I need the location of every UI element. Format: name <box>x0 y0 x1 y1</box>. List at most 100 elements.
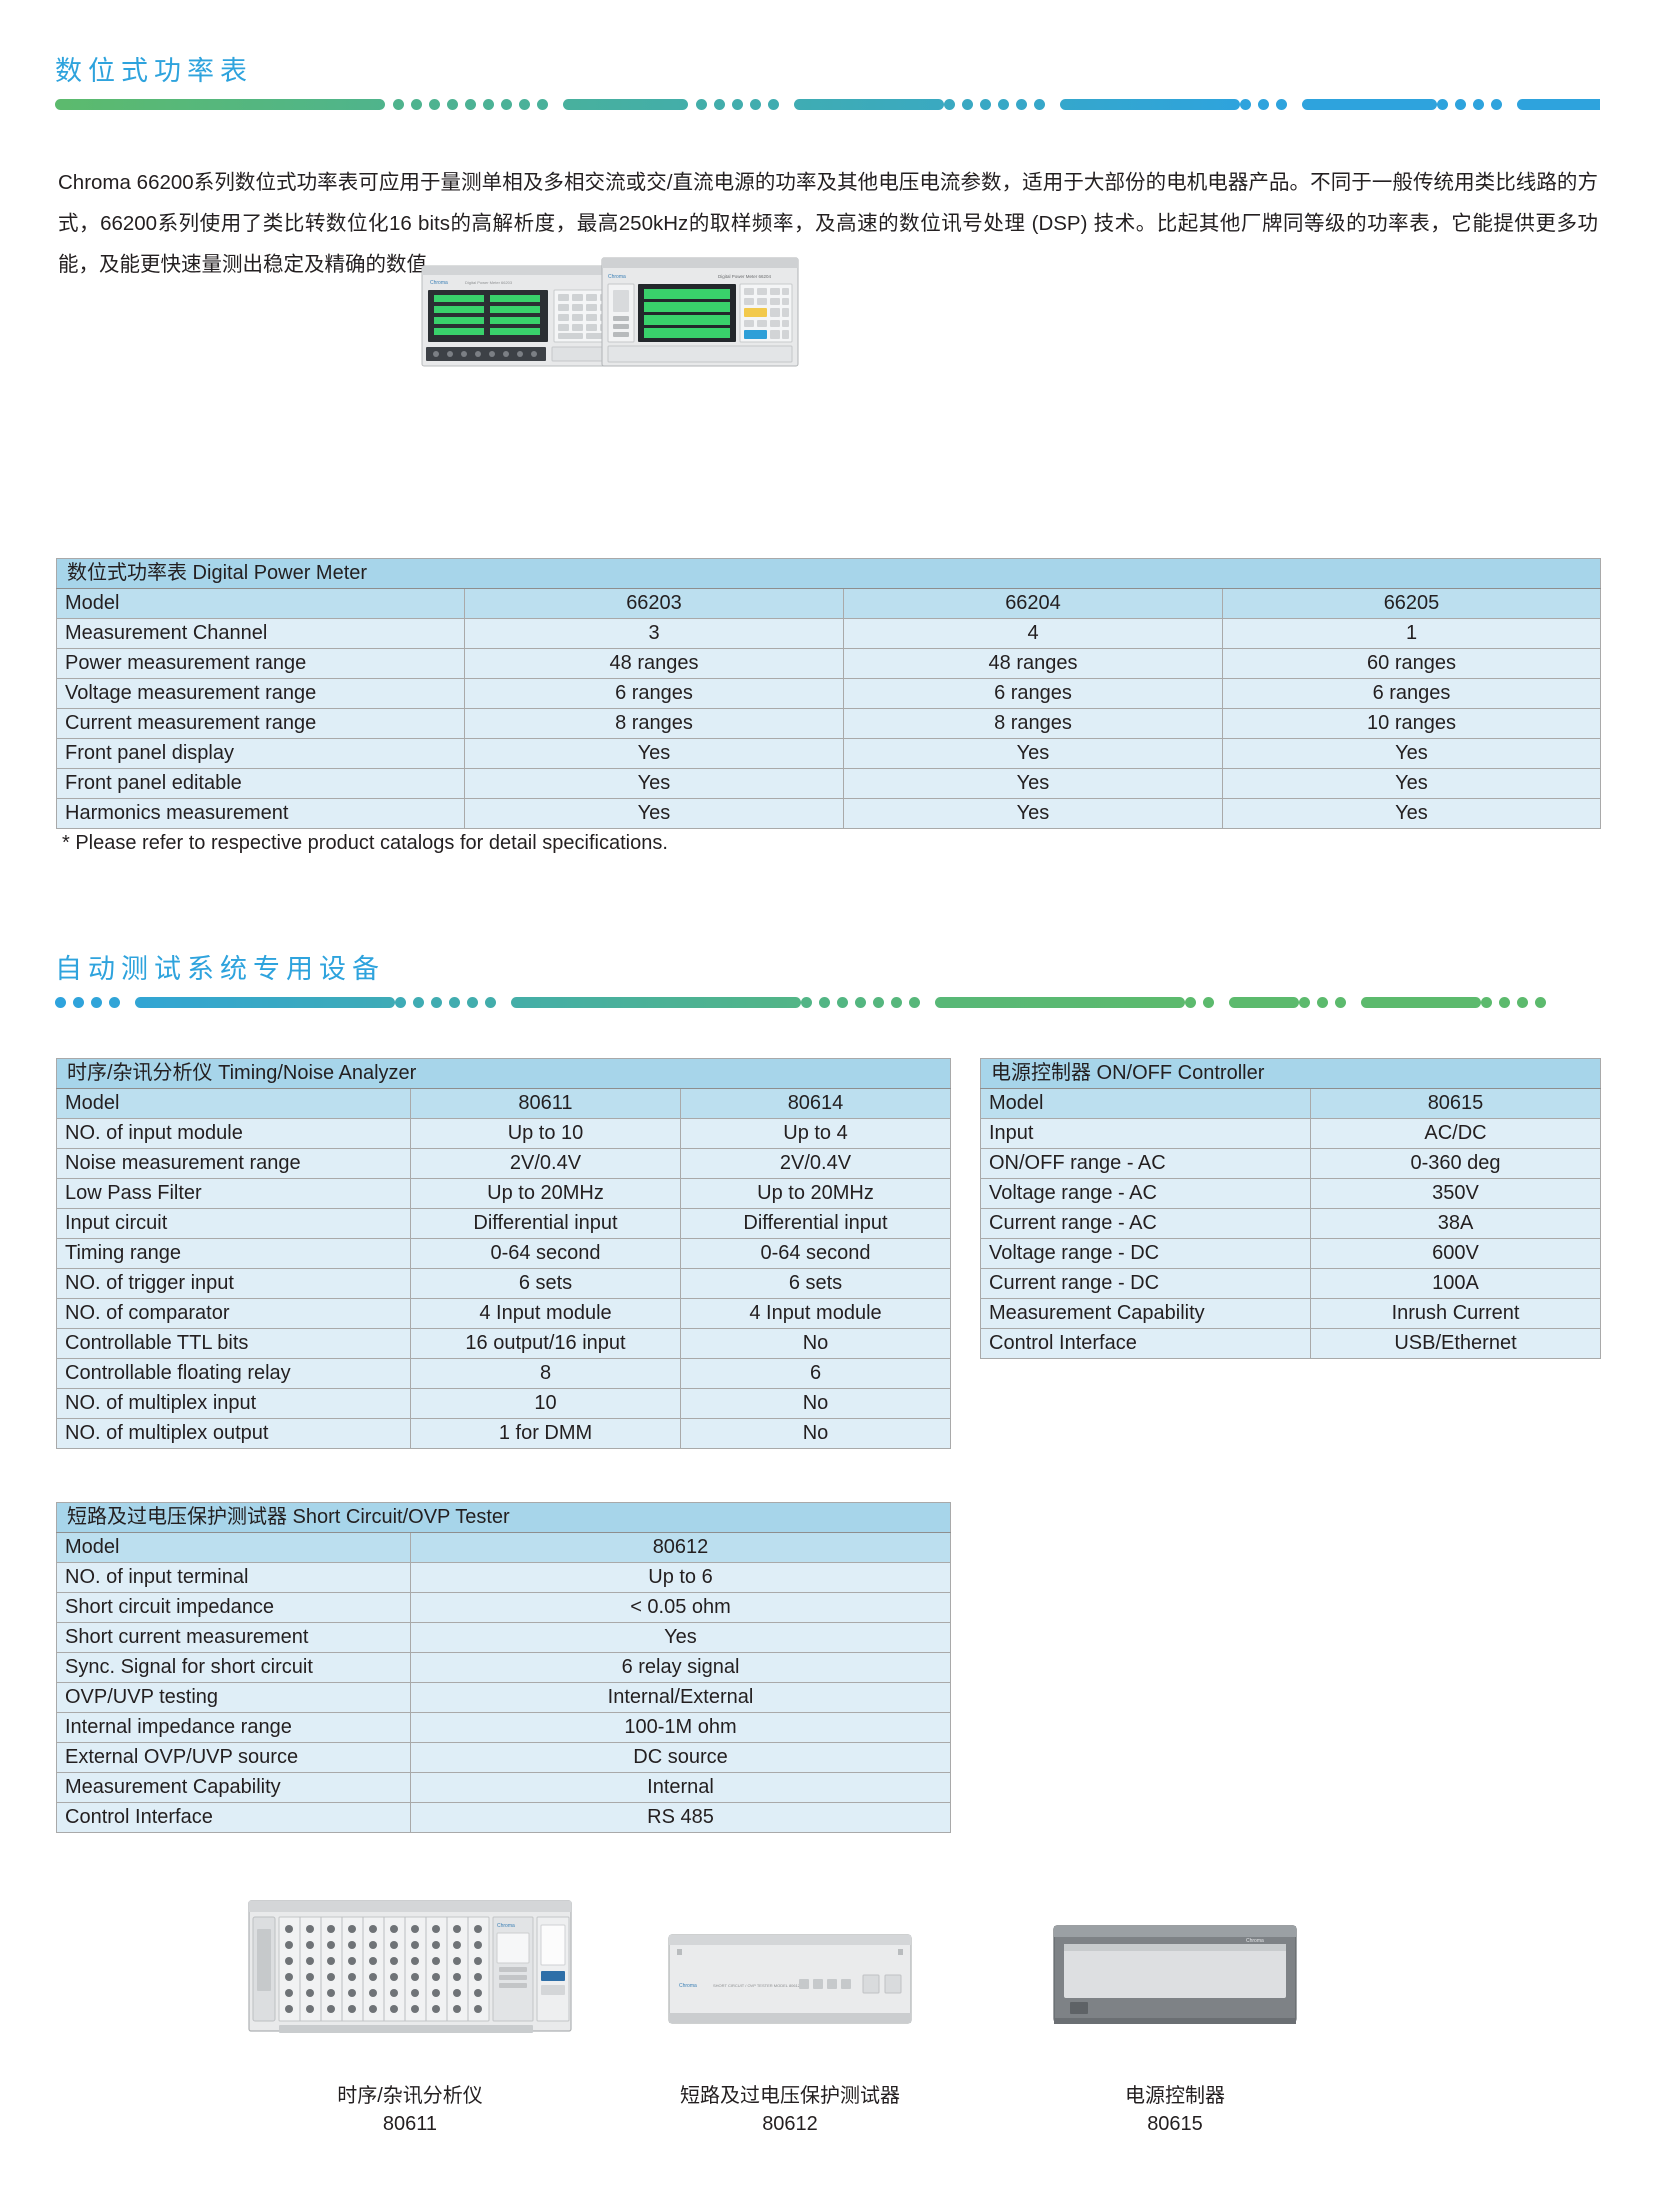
row-value: 8 ranges <box>843 708 1223 739</box>
row-label: Input <box>980 1118 1311 1149</box>
row-value: 2V/0.4V <box>680 1148 951 1179</box>
row-value: DC source <box>410 1742 951 1773</box>
table-row: Front panel display Yes Yes Yes <box>56 738 1601 769</box>
svg-text:Chroma: Chroma <box>497 1923 515 1929</box>
table-row: Low Pass Filter Up to 20MHz Up to 20MHz <box>56 1178 951 1209</box>
row-value: 60 ranges <box>1222 648 1601 679</box>
divider-dot <box>1335 996 1346 1008</box>
divider-dot <box>393 98 404 110</box>
divider-bar <box>1302 98 1437 110</box>
table-row: NO. of input module Up to 10 Up to 4 <box>56 1118 951 1149</box>
divider-dot <box>732 98 743 110</box>
row-value: 6 sets <box>680 1268 951 1299</box>
divider-bar <box>1060 98 1240 110</box>
divider-bar <box>563 98 688 110</box>
row-value: Inrush Current <box>1309 1298 1602 1329</box>
row-value: Yes <box>843 738 1223 769</box>
row-value: 4 Input module <box>680 1298 951 1329</box>
row-label: Controllable floating relay <box>56 1358 411 1389</box>
row-label: ON/OFF range - AC <box>980 1148 1311 1179</box>
row-value: 600V <box>1309 1238 1602 1269</box>
divider-dot <box>501 98 512 110</box>
divider-dot <box>1499 996 1510 1008</box>
row-label: Sync. Signal for short circuit <box>56 1652 411 1683</box>
divider-dot <box>467 996 478 1008</box>
svg-text:Chroma: Chroma <box>679 1983 697 1989</box>
table-row: External OVP/UVP source DC source <box>56 1742 951 1773</box>
tna-model-row: Model 80611 80614 <box>56 1088 951 1119</box>
divider-dot <box>750 98 761 110</box>
divider-dot <box>109 996 120 1008</box>
divider-dot <box>944 98 955 110</box>
product-photo-80612: Chroma SHORT CIRCUIT / OVP TESTER MODEL … <box>665 1925 915 2040</box>
instrument-80612-illustration: Chroma SHORT CIRCUIT / OVP TESTER MODEL … <box>668 1934 912 2024</box>
ovp-title: 短路及过电压保护测试器 Short Circuit/OVP Tester <box>56 1502 951 1533</box>
table-row: Input AC/DC <box>980 1118 1602 1149</box>
caption-80612-name: 短路及过电压保护测试器 <box>680 2085 900 2107</box>
row-value: 0-64 second <box>680 1238 951 1269</box>
divider-dot <box>1437 98 1448 110</box>
instrument-80615-illustration: Chroma <box>1053 1925 1297 2024</box>
instrument-66204-illustration: Chroma Digital Power Meter 66204 <box>601 257 799 367</box>
divider-dot <box>91 996 102 1008</box>
table-digital-power-meter-container: 数位式功率表 Digital Power Meter Model 66203 6620… <box>56 558 1601 829</box>
dpm-title-row: 数位式功率表 Digital Power Meter <box>56 558 1601 589</box>
row-label: Low Pass Filter <box>56 1178 411 1209</box>
row-label: OVP/UVP testing <box>56 1682 411 1713</box>
divider-bar <box>1517 98 1600 110</box>
divider-dot <box>909 996 920 1008</box>
model-value: 80611 <box>410 1088 681 1119</box>
caption-80611-name: 时序/杂讯分析仪 <box>337 2085 483 2107</box>
section-power-meter-header: 数位式功率表 <box>55 56 1600 110</box>
table-row: ON/OFF range - AC 0-360 deg <box>980 1148 1602 1179</box>
row-label: External OVP/UVP source <box>56 1742 411 1773</box>
row-value: Yes <box>843 768 1223 799</box>
row-value: Up to 10 <box>410 1118 681 1149</box>
table-row: Front panel editable Yes Yes Yes <box>56 768 1601 799</box>
table-row: Input circuit Differential input Different… <box>56 1208 951 1239</box>
model-value: 80612 <box>410 1532 951 1563</box>
divider-dot <box>429 98 440 110</box>
row-value: 16 output/16 input <box>410 1328 681 1359</box>
row-label: Current range - AC <box>980 1208 1311 1239</box>
table-row: Harmonics measurement Yes Yes Yes <box>56 798 1601 829</box>
svg-text:Digital Power Meter 66203: Digital Power Meter 66203 <box>465 280 513 285</box>
divider-dot <box>998 98 1009 110</box>
row-label: Front panel editable <box>56 768 465 799</box>
product-photo-66203: Chroma Digital Power Meter 66203 <box>420 257 830 372</box>
table-row: NO. of trigger input 6 sets 6 sets <box>56 1268 951 1299</box>
row-label: NO. of comparator <box>56 1298 411 1329</box>
row-value: 6 ranges <box>1222 678 1601 709</box>
table-timing-noise-container: 时序/杂讯分析仪 Timing/Noise Analyzer Model 80611… <box>56 1058 951 1449</box>
row-value: 1 <box>1222 618 1601 649</box>
divider-bar <box>794 98 944 110</box>
row-value: 4 <box>843 618 1223 649</box>
divider-dot <box>962 98 973 110</box>
row-label: Model <box>56 1532 411 1563</box>
caption-80615-name: 电源控制器 <box>1125 2085 1225 2107</box>
divider-dot <box>1455 98 1466 110</box>
row-label: NO. of input module <box>56 1118 411 1149</box>
divider-dot <box>714 98 725 110</box>
table-row: Timing range 0-64 second 0-64 second <box>56 1238 951 1269</box>
tna-title: 时序/杂讯分析仪 Timing/Noise Analyzer <box>56 1058 951 1089</box>
svg-text:Digital Power Meter 66204: Digital Power Meter 66204 <box>718 274 772 279</box>
divider-bar <box>135 996 395 1008</box>
divider-dot <box>1034 98 1045 110</box>
divider-dot <box>1473 98 1484 110</box>
row-label: Measurement Capability <box>56 1772 411 1803</box>
section-title-power-meter: 数位式功率表 <box>55 56 253 86</box>
divider-bar <box>1229 996 1299 1008</box>
model-value: 66205 <box>1222 588 1601 619</box>
row-label: Model <box>56 1088 411 1119</box>
divider-dot <box>1203 996 1214 1008</box>
divider-dot <box>483 98 494 110</box>
divider-dot <box>413 996 424 1008</box>
row-value: No <box>680 1328 951 1359</box>
row-value: < 0.05 ohm <box>410 1592 951 1623</box>
ovp-title-row: 短路及过电压保护测试器 Short Circuit/OVP Tester <box>56 1502 951 1533</box>
row-label: Control Interface <box>980 1328 1311 1359</box>
row-label: Noise measurement range <box>56 1148 411 1179</box>
caption-80612-model: 80612 <box>762 2113 818 2135</box>
